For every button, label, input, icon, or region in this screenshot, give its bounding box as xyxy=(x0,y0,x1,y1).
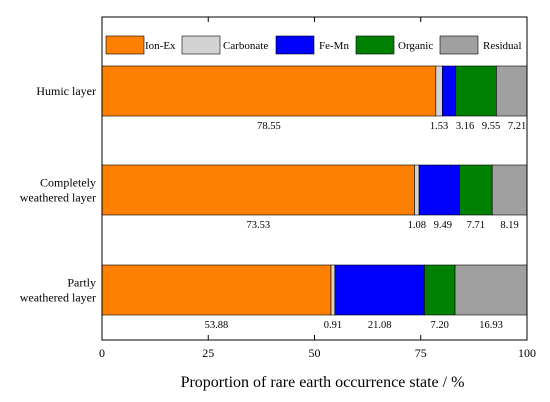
bar-segment-fe-mn-1 xyxy=(442,65,457,117)
category-label: Partly xyxy=(67,276,96,290)
x-tick-label: 50 xyxy=(309,346,321,360)
legend: Ion-Ex Carbonate Fe-Mn Organic Residual xyxy=(105,35,522,55)
bar-segment-organic-3 xyxy=(424,264,456,316)
legend-label: Ion-Ex xyxy=(145,40,176,52)
bar-segment-residual-2 xyxy=(491,164,528,216)
bar-segment-carbonate-3 xyxy=(330,264,336,316)
value-label: 73.53 xyxy=(246,220,270,231)
value-label: 16.93 xyxy=(479,320,503,331)
value-label: 78.55 xyxy=(257,121,281,132)
value-label: 7.71 xyxy=(467,220,485,231)
value-label: 3.16 xyxy=(456,121,474,132)
x-tick-label: 100 xyxy=(518,346,536,360)
legend-swatch-carbonate xyxy=(181,35,221,55)
bar-segment-fe-mn-3 xyxy=(334,264,425,316)
value-label: 8.19 xyxy=(500,220,518,231)
bar-segment-fe-mn-2 xyxy=(418,164,460,216)
legend-label: Fe-Mn xyxy=(319,40,349,52)
bar-segment-ion-ex-3 xyxy=(101,264,332,316)
value-label: 7.20 xyxy=(431,320,449,331)
value-label: 1.08 xyxy=(408,220,426,231)
bar-segment-carbonate-1 xyxy=(435,65,443,117)
bar-segment-organic-2 xyxy=(459,164,493,216)
value-label: 21.08 xyxy=(368,320,392,331)
bar-segment-organic-1 xyxy=(455,65,497,117)
legend-swatch-ion-ex xyxy=(105,35,145,55)
legend-swatch-residual xyxy=(439,35,479,55)
value-label: 9.49 xyxy=(434,220,452,231)
bar-segment-carbonate-2 xyxy=(414,164,420,216)
value-labels-group: 78.55 1.53 3.16 9.55 7.21 73.53 1.08 9.49 7.71 8.… xyxy=(205,121,527,331)
x-tick-label: 0 xyxy=(99,346,105,360)
category-label: weathered layer xyxy=(20,191,96,205)
legend-swatch-organic xyxy=(355,35,395,55)
category-label: weathered layer xyxy=(20,291,96,305)
x-axis-title: Proportion of rare earth occurrence stat… xyxy=(181,374,465,391)
value-label: 53.88 xyxy=(205,320,229,331)
category-label: Completely xyxy=(40,176,96,190)
legend-label: Residual xyxy=(483,40,522,52)
value-label: 1.53 xyxy=(430,121,448,132)
x-tick-label: 75 xyxy=(415,346,427,360)
legend-label: Carbonate xyxy=(223,40,268,52)
value-label: 0.91 xyxy=(324,320,342,331)
bar-segment-residual-3 xyxy=(454,264,528,316)
legend-label: Organic xyxy=(398,40,433,52)
category-label: Humic layer xyxy=(36,84,96,98)
plot-frame xyxy=(101,16,528,341)
bar-segment-ion-ex-1 xyxy=(101,65,437,117)
x-tick-label: 25 xyxy=(202,346,214,360)
legend-swatch-fe-mn xyxy=(275,35,315,55)
bar-segment-residual-1 xyxy=(496,65,528,117)
value-label: 7.21 xyxy=(508,121,526,132)
x-axis: 0 25 50 75 100 xyxy=(99,17,536,360)
bar-segment-ion-ex-2 xyxy=(101,164,415,216)
bars-group xyxy=(101,65,528,316)
value-label: 9.55 xyxy=(482,121,500,132)
